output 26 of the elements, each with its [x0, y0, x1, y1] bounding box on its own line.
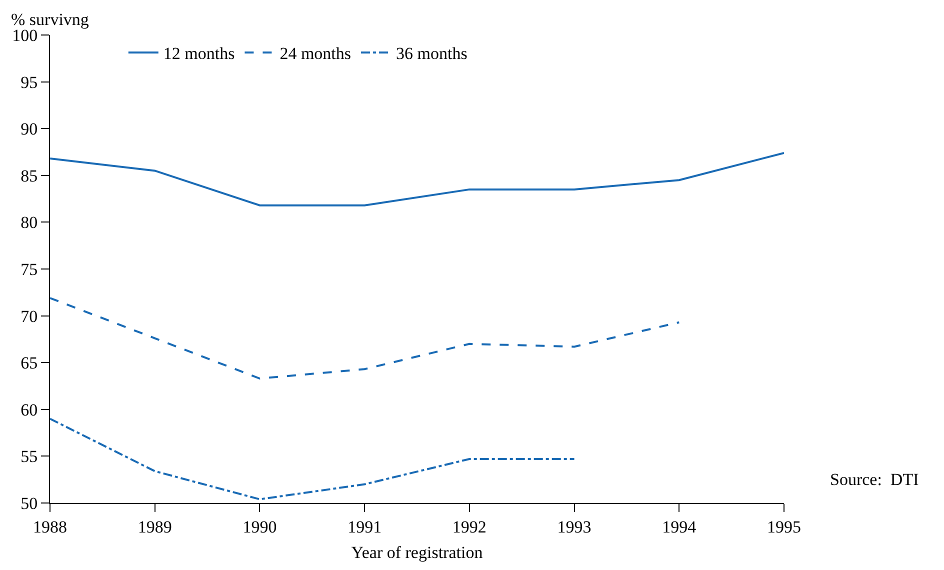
y-tick-label: 55	[20, 447, 38, 466]
x-tick-label: 1995	[767, 517, 801, 536]
x-tick-label: 1990	[242, 517, 277, 536]
line-series	[50, 152, 784, 206]
y-tick-label: 50	[20, 494, 38, 513]
x-tick-label: 1994	[662, 517, 697, 536]
line-series	[50, 418, 576, 500]
line-series	[50, 297, 680, 380]
y-tick-label: 60	[20, 400, 38, 420]
source-note: Source: DTI	[830, 470, 920, 489]
y-tick-label: 80	[20, 213, 38, 232]
x-tick-label: 1988	[33, 517, 67, 536]
y-tick-label: 85	[20, 166, 38, 186]
x-tick-label: 1993	[557, 517, 592, 536]
y-tick-label: 75	[20, 260, 38, 279]
legend-label: 12 months	[163, 44, 235, 64]
x-tick-label: 1989	[138, 517, 172, 536]
legend-label: 24 months	[280, 44, 352, 64]
legend-label: 36 months	[396, 44, 468, 64]
x-axis-title: Year of registration	[351, 542, 484, 562]
y-tick-label: 70	[20, 306, 38, 326]
x-tick-label: 1991	[348, 517, 382, 536]
y-tick-label: 95	[20, 72, 38, 92]
x-tick-label: 1992	[452, 517, 486, 536]
y-tick-label: 90	[20, 120, 38, 139]
y-tick-label: 65	[20, 354, 38, 373]
